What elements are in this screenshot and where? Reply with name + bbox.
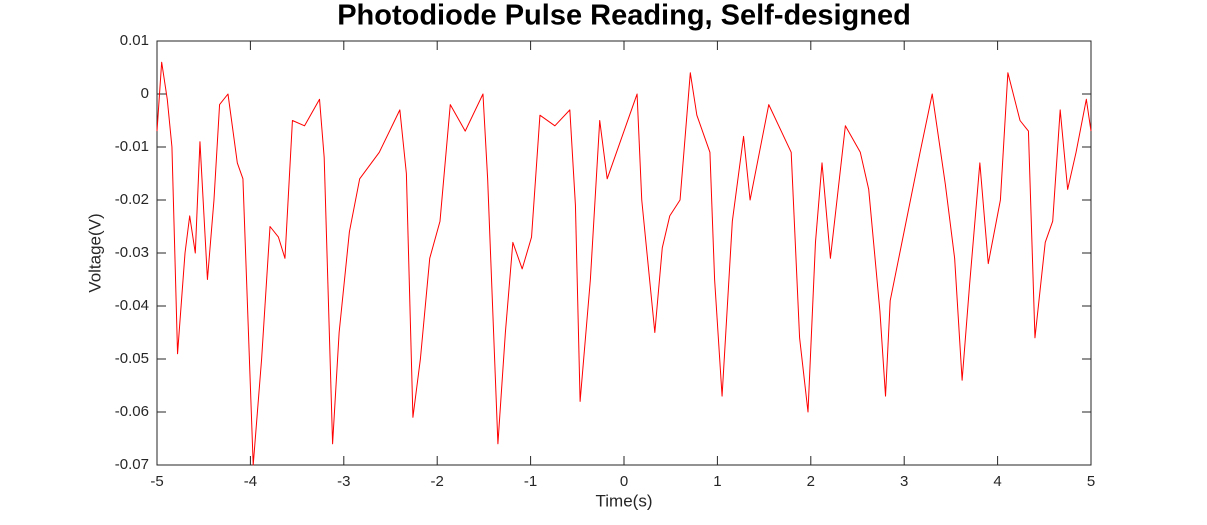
y-axis-label: Voltage(V) — [85, 213, 104, 292]
x-tick-label: -2 — [431, 473, 444, 490]
x-tick-label: -5 — [150, 473, 163, 490]
x-tick-label: 2 — [807, 473, 815, 490]
y-tick-label: -0.03 — [115, 244, 149, 261]
x-tick-label: -3 — [337, 473, 350, 490]
y-tick-label: 0.01 — [120, 32, 149, 49]
y-tick-label: 0 — [141, 85, 149, 102]
data-line — [156, 61, 1092, 466]
x-tick-label: 0 — [620, 473, 628, 490]
y-tick-label: -0.07 — [115, 456, 149, 473]
x-tick-label: 5 — [1087, 473, 1095, 490]
x-tick-label: 1 — [713, 473, 721, 490]
y-tick-label: -0.02 — [115, 191, 149, 208]
y-tick-label: -0.01 — [115, 138, 149, 155]
x-tick-label: 4 — [993, 473, 1001, 490]
chart-title: Photodiode Pulse Reading, Self-designed — [337, 0, 911, 32]
x-tick-label: 3 — [900, 473, 908, 490]
x-tick-label: -1 — [524, 473, 537, 490]
x-tick-label: -4 — [244, 473, 257, 490]
plot-frame — [156, 40, 1092, 466]
y-tick-label: -0.04 — [115, 297, 149, 314]
y-tick-label: -0.06 — [115, 403, 149, 420]
x-axis-label: Time(s) — [596, 491, 653, 510]
y-tick-label: -0.05 — [115, 350, 149, 367]
